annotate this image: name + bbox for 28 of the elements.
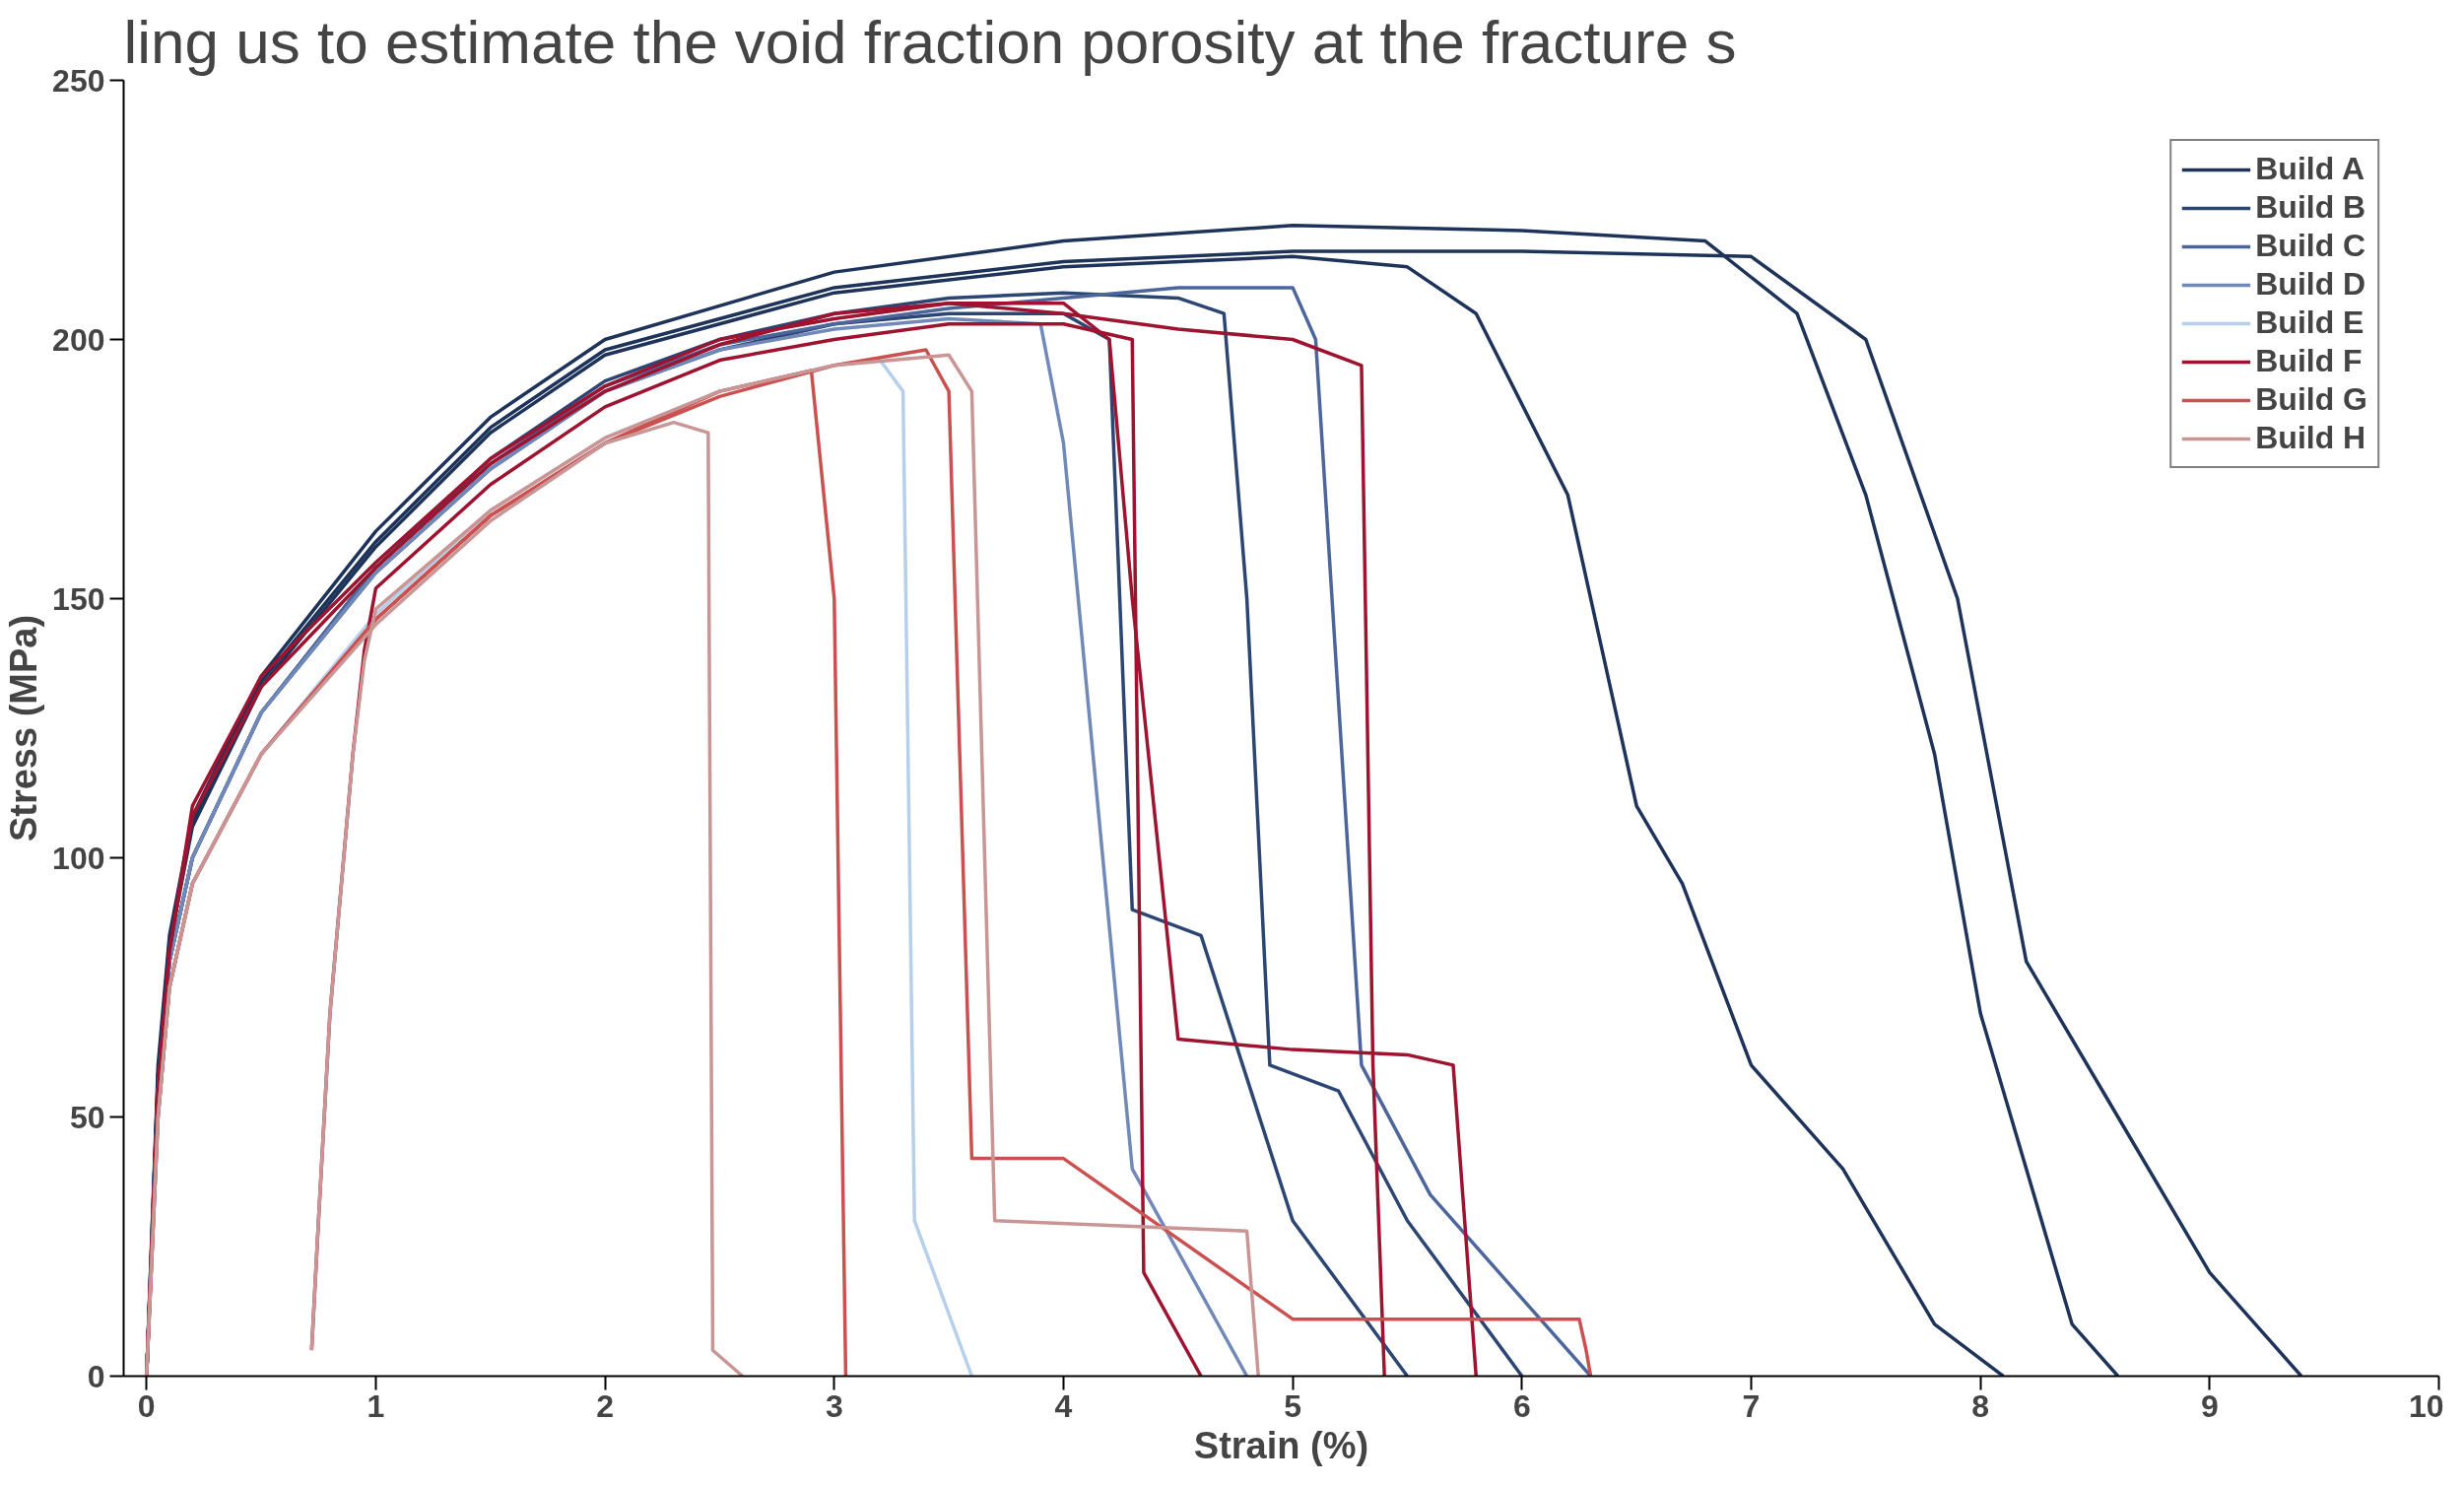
legend-label: Build H <box>2255 420 2366 456</box>
x-tick-label: 4 <box>1054 1387 1073 1424</box>
x-tick-label: 3 <box>825 1387 843 1424</box>
x-tick-label: 2 <box>596 1387 615 1424</box>
y-tick-label: 50 <box>69 1099 105 1135</box>
legend-label: Build G <box>2255 381 2367 418</box>
x-tick-label: 8 <box>1971 1387 1990 1424</box>
y-tick-label: 200 <box>52 321 105 358</box>
x-tick-label: 0 <box>137 1387 156 1424</box>
y-tick-label: 100 <box>52 840 105 876</box>
chart-title: ling us to estimate the void fraction porosity at the fracture s <box>123 7 1737 76</box>
x-axis-title: Strain (%) <box>1193 1424 1369 1466</box>
legend-label: Build E <box>2255 304 2364 341</box>
y-tick-label: 150 <box>52 580 105 617</box>
y-axis-title: Stress (MPa) <box>3 614 45 843</box>
y-tick-label: 250 <box>52 62 105 99</box>
y-tick-label: 0 <box>87 1358 105 1394</box>
legend-label: Build F <box>2255 343 2363 379</box>
legend-label: Build B <box>2255 189 2366 226</box>
x-tick-label: 10 <box>2408 1387 2444 1424</box>
legend-label: Build C <box>2255 228 2366 264</box>
x-tick-label: 9 <box>2200 1387 2219 1424</box>
x-tick-label: 7 <box>1742 1387 1761 1424</box>
legend-label: Build A <box>2255 151 2365 187</box>
x-tick-label: 5 <box>1284 1387 1302 1424</box>
x-tick-label: 1 <box>366 1387 385 1424</box>
x-tick-label: 6 <box>1512 1387 1531 1424</box>
legend-label: Build D <box>2255 266 2366 303</box>
